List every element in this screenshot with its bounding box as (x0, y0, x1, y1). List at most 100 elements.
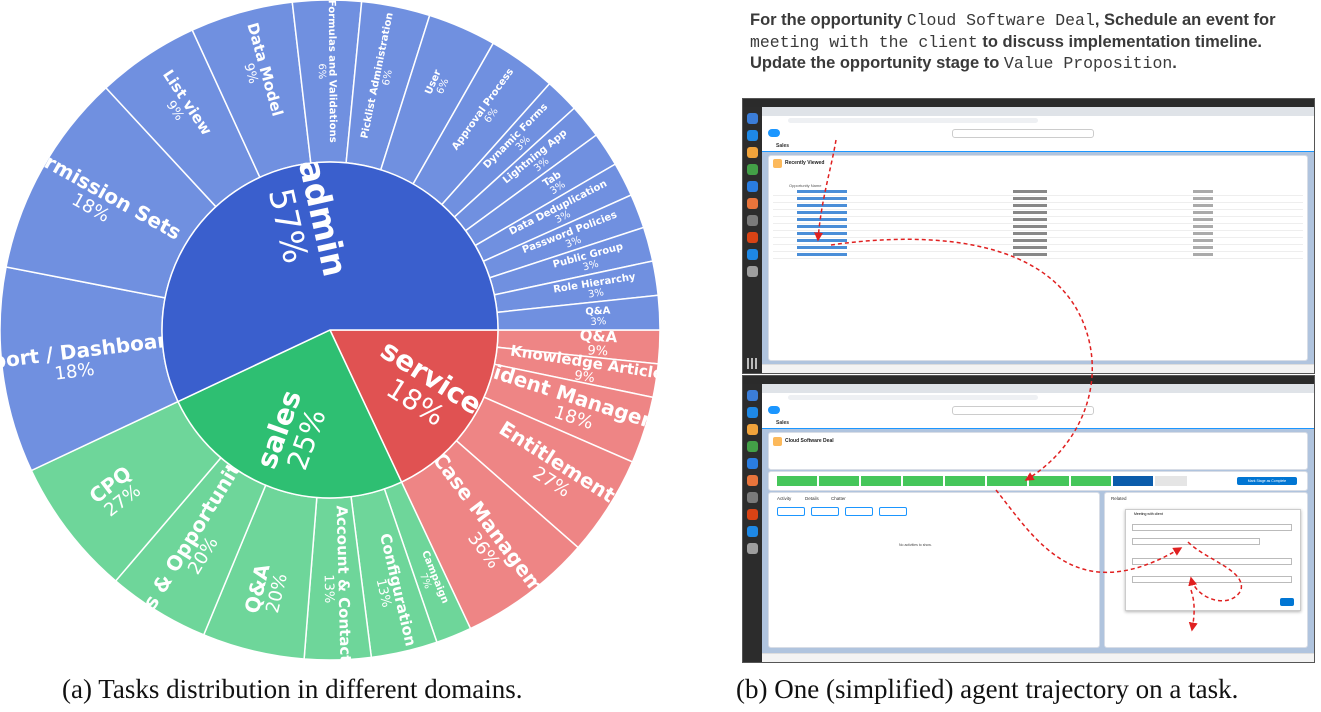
stage-path: Mark Stage as Complete (768, 471, 1308, 491)
calc-icon (747, 164, 758, 175)
record-header-card: Cloud Software Deal (768, 432, 1308, 470)
writer-icon (747, 458, 758, 469)
path-stage[interactable] (819, 476, 859, 486)
os-top-bar (743, 376, 1314, 384)
inner-segment-service (328, 329, 499, 484)
save-event-button[interactable] (1280, 598, 1294, 606)
table-row[interactable] (773, 203, 1303, 210)
path-stage-current[interactable] (1113, 476, 1153, 486)
global-search-input[interactable] (952, 406, 1094, 415)
screenshot-opportunity-list: Sales Recently Viewed Opportunity Name (742, 98, 1315, 374)
app-name: Sales (776, 420, 790, 426)
record-title: Cloud Software Deal (785, 438, 834, 444)
vlc-icon (747, 424, 758, 435)
table-row[interactable] (773, 217, 1303, 224)
trajectory-figure: For the opportunity Cloud Software Deal,… (736, 0, 1321, 665)
path-stage[interactable] (1029, 476, 1069, 486)
vscode-icon (747, 407, 758, 418)
trash-icon (747, 266, 758, 277)
os-dock (743, 384, 762, 662)
apps-grid-icon[interactable] (747, 358, 758, 369)
tab-details[interactable]: Details (805, 496, 819, 501)
task-text-3: to discuss implementation timeline. Upda… (750, 32, 1262, 73)
table-row[interactable] (773, 189, 1303, 196)
browser-tabbar (762, 384, 1314, 393)
path-stage[interactable] (777, 476, 817, 486)
outer-label-sales-account-contacts: Account & Contacts13% (319, 505, 355, 665)
task-text-4: . (1172, 54, 1177, 72)
table-row[interactable] (773, 252, 1303, 259)
event-modal-title: Meeting with client (1134, 512, 1163, 516)
task-stage-value: Value Proposition (1003, 54, 1173, 73)
column-header-name[interactable]: Opportunity Name (789, 183, 822, 188)
task-instruction: For the opportunity Cloud Software Deal,… (750, 10, 1310, 75)
os-dock (743, 107, 762, 373)
path-stage[interactable] (987, 476, 1027, 486)
name-lookup-input[interactable] (1132, 558, 1292, 565)
task-text-1: For the opportunity (750, 11, 907, 29)
browser-tabbar (762, 107, 1314, 116)
vscode-icon (747, 130, 758, 141)
log-call-button[interactable] (811, 507, 839, 516)
impress-icon (747, 475, 758, 486)
subject-input[interactable] (1132, 524, 1292, 531)
help-icon (747, 526, 758, 537)
activity-panel: Activity Details Chatter No activities t… (768, 492, 1100, 648)
path-stage[interactable] (1071, 476, 1111, 486)
tab-activity[interactable]: Activity (777, 496, 792, 501)
path-stage[interactable] (861, 476, 901, 486)
table-row[interactable] (773, 196, 1303, 203)
empty-activity-text: No activities to show. (899, 543, 932, 547)
table-row[interactable] (773, 245, 1303, 252)
task-event-subject: meeting with the client (750, 32, 978, 52)
path-stage[interactable] (945, 476, 985, 486)
table-row[interactable] (773, 210, 1303, 217)
files-icon (747, 492, 758, 503)
figure-b-caption: (b) One (simplified) agent trajectory on… (736, 674, 1239, 704)
related-title: Related (1111, 496, 1127, 501)
new-event-modal: Meeting with client (1125, 509, 1301, 611)
opportunity-icon (773, 159, 782, 168)
list-view-area: Recently Viewed Opportunity Name (762, 152, 1314, 365)
email-button[interactable] (879, 507, 907, 516)
global-search-input[interactable] (952, 129, 1094, 138)
browser-icon (747, 390, 758, 401)
vlc-icon (747, 147, 758, 158)
outer-label-admin-formulas-and-validations: Formulas and Validations6% (315, 0, 338, 143)
list-view-title[interactable]: Recently Viewed (785, 160, 825, 166)
help-icon (747, 249, 758, 260)
salesforce-header (762, 126, 1314, 141)
related-to-input[interactable] (1132, 576, 1292, 583)
related-panel: Related Meeting with client (1104, 492, 1308, 648)
new-event-button[interactable] (845, 507, 873, 516)
files-icon (747, 215, 758, 226)
impress-icon (747, 198, 758, 209)
opportunity-icon (773, 437, 782, 446)
inner-segment-sales (176, 329, 403, 499)
browser-status-bar (762, 653, 1314, 662)
task-text-2: , Schedule an event for (1094, 11, 1276, 29)
new-task-button[interactable] (777, 507, 805, 516)
record-page-area: Cloud Software Deal Mark Stage as Comple… (762, 429, 1314, 654)
inner-segment-admin (161, 161, 499, 403)
task-opportunity-name: Cloud Software Deal (906, 11, 1095, 30)
salesforce-logo-icon (768, 129, 780, 137)
table-row[interactable] (773, 238, 1303, 245)
screenshot-opportunity-record: Sales Cloud Software Deal (742, 375, 1315, 663)
table-row[interactable] (773, 231, 1303, 238)
path-stage[interactable] (903, 476, 943, 486)
path-stage[interactable] (1155, 476, 1187, 486)
software-icon (747, 232, 758, 243)
os-top-bar (743, 99, 1314, 107)
sunburst-chart: Q&A9%Knowledge Article9%Incident Managem… (0, 0, 701, 672)
software-icon (747, 509, 758, 520)
outer-label-admin-q-a: Q&A3% (585, 305, 611, 328)
app-name: Sales (776, 143, 790, 149)
mark-stage-complete-button[interactable]: Mark Stage as Complete (1237, 477, 1297, 485)
due-date-input[interactable] (1132, 538, 1260, 545)
list-view-card: Recently Viewed Opportunity Name (768, 155, 1308, 361)
tab-chatter[interactable]: Chatter (831, 496, 846, 501)
table-row[interactable] (773, 224, 1303, 231)
outer-label-service-q-a: Q&A9% (579, 326, 618, 360)
sunburst-figure: Q&A9% Knowledge Article9% Incident Managem… (0, 0, 701, 672)
